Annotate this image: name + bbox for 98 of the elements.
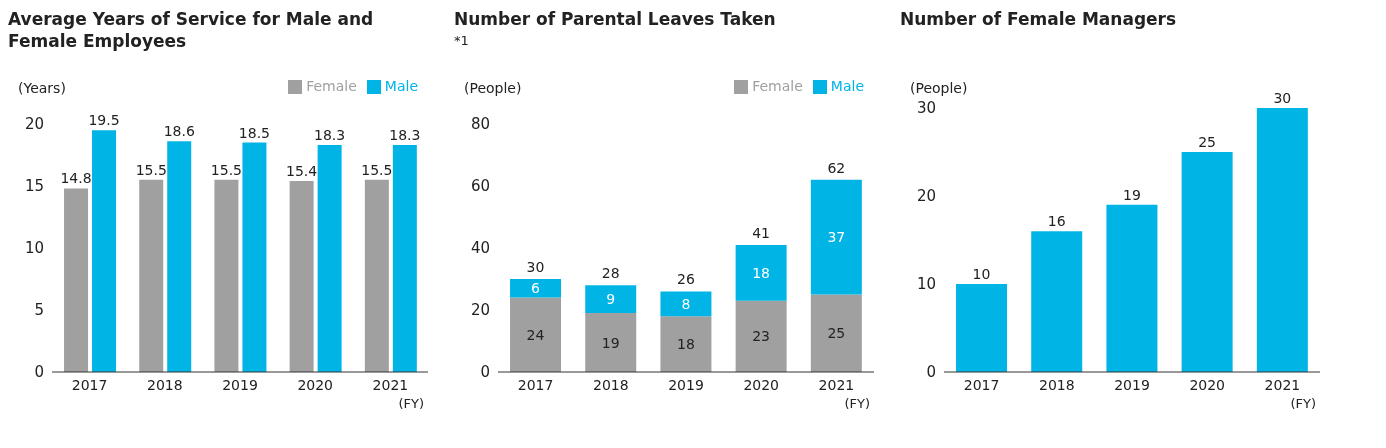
- chart-subtitle: *1: [454, 32, 470, 50]
- data-label: 24: [526, 326, 545, 343]
- y-tick-label: 20: [470, 301, 490, 320]
- y-axis-title: (Years): [18, 80, 66, 96]
- y-tick-label: 80: [470, 115, 490, 134]
- x-tick-label: 2020: [297, 376, 334, 393]
- x-tick-label: 2017: [517, 376, 554, 393]
- data-label: 18.3: [314, 127, 346, 144]
- bar: [1106, 204, 1158, 372]
- legend-label: Male: [830, 78, 864, 94]
- y-tick-label: 20: [916, 187, 936, 206]
- data-label: 25: [1198, 134, 1217, 150]
- bar: [810, 294, 862, 372]
- x-axis-title: (FY): [398, 396, 424, 411]
- data-label: 6: [531, 280, 541, 297]
- y-tick-label: 10: [24, 239, 44, 258]
- bar: [510, 297, 562, 372]
- x-axis-title: (FY): [1290, 396, 1316, 411]
- data-label: 10: [972, 266, 991, 282]
- total-label: 41: [752, 224, 771, 241]
- bar: [392, 145, 417, 372]
- data-label: 37: [827, 229, 846, 246]
- data-label: 18.5: [238, 124, 271, 141]
- x-tick-label: 2021: [818, 376, 855, 393]
- bar: [1181, 152, 1233, 372]
- bar: [510, 279, 562, 298]
- y-tick-label: 60: [470, 177, 490, 196]
- y-tick-label: 30: [916, 99, 936, 118]
- bar: [289, 181, 314, 372]
- data-label: 18: [752, 264, 771, 281]
- y-axis-title: (People): [464, 80, 522, 96]
- x-tick-label: 2021: [1264, 376, 1301, 393]
- bar: [317, 145, 342, 372]
- data-label: 18: [677, 336, 695, 353]
- x-tick-label: 2021: [372, 376, 409, 393]
- x-tick-label: 2018: [592, 376, 629, 393]
- y-axis-title: (People): [910, 80, 968, 96]
- bar: [585, 285, 637, 314]
- data-label: 19: [601, 334, 620, 351]
- y-tick-label: 0: [34, 363, 44, 382]
- bar: [660, 291, 712, 317]
- legend-label: Female: [752, 78, 803, 94]
- bar: [810, 179, 862, 295]
- chart-title: Number of Parental Leaves Taken: [454, 8, 777, 30]
- y-tick-label: 0: [480, 363, 490, 382]
- y-tick-label: 10: [916, 275, 936, 294]
- x-tick-label: 2019: [1114, 376, 1150, 393]
- data-label: 14.8: [60, 170, 92, 187]
- total-label: 62: [827, 159, 846, 176]
- data-label: 18.3: [389, 127, 421, 144]
- x-tick-label: 2017: [963, 376, 1000, 393]
- data-label: 15.4: [286, 163, 318, 180]
- total-label: 30: [526, 259, 545, 275]
- x-tick-label: 2020: [1189, 376, 1226, 393]
- legend-label: Female: [306, 78, 357, 94]
- data-label: 15.5: [135, 161, 167, 178]
- chart-title: Average Years of Service for Male and Female Employees: [8, 8, 375, 52]
- bar: [139, 179, 164, 372]
- bar: [167, 141, 192, 372]
- total-label: 26: [677, 271, 695, 288]
- data-label: 15.5: [361, 161, 393, 178]
- bar: [92, 130, 117, 372]
- x-tick-label: 2018: [146, 376, 183, 393]
- data-label: 8: [681, 295, 691, 312]
- data-label: 19.5: [88, 112, 120, 129]
- bar: [242, 142, 267, 372]
- bar: [735, 300, 787, 372]
- x-tick-label: 2019: [222, 376, 258, 393]
- total-label: 28: [601, 265, 620, 282]
- y-tick-label: 15: [24, 177, 44, 196]
- data-label: 23: [752, 328, 771, 345]
- x-axis-title: (FY): [844, 396, 870, 411]
- y-tick-label: 0: [926, 363, 936, 382]
- data-label: 9: [606, 291, 616, 308]
- bar: [660, 316, 712, 372]
- y-tick-label: 40: [470, 239, 490, 258]
- legend-label: Male: [384, 78, 418, 94]
- bar: [956, 284, 1008, 372]
- bar: [735, 244, 787, 301]
- chart-title: Number of Female Managers: [900, 8, 1178, 30]
- bar: [364, 179, 389, 372]
- bar: [1256, 108, 1308, 372]
- x-tick-label: 2018: [1038, 376, 1075, 393]
- y-tick-label: 5: [34, 301, 44, 320]
- data-label: 30: [1273, 90, 1292, 106]
- x-tick-label: 2020: [743, 376, 780, 393]
- data-label: 19: [1123, 186, 1141, 203]
- x-tick-label: 2019: [668, 376, 704, 393]
- data-label: 25: [827, 325, 846, 342]
- bar: [64, 188, 89, 372]
- x-tick-label: 2017: [71, 376, 108, 393]
- bar: [585, 313, 637, 372]
- data-label: 16: [1047, 213, 1066, 230]
- data-label: 18.6: [163, 123, 195, 140]
- data-label: 15.5: [210, 161, 243, 178]
- bar: [1031, 231, 1083, 372]
- bar: [214, 179, 239, 372]
- y-tick-label: 20: [24, 115, 44, 134]
